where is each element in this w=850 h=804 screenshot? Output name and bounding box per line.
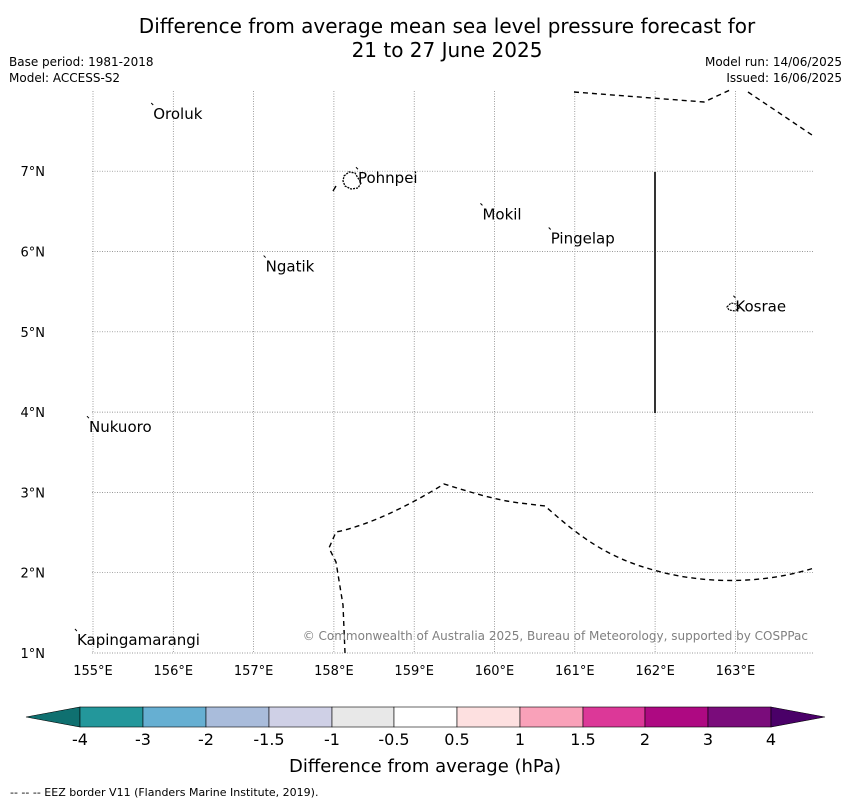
colorbar-tick-label: 1.5	[570, 730, 596, 749]
place-label: Kapingamarangi	[77, 631, 200, 649]
model-run-text: Model run: 14/06/2025	[704, 55, 842, 69]
axis-labels: 155°E 156°E 157°E 158°E 159°E 160°E 161°E 162°E…	[21, 165, 756, 679]
model-text: Model: ACCESS-S2	[9, 71, 121, 85]
colorbar-tick-label: 3	[702, 730, 714, 749]
colorbar-segment	[456, 706, 521, 728]
lon-tick-label: 157°E	[234, 664, 274, 679]
place-label: Pohnpei	[358, 169, 418, 187]
place-marker	[150, 102, 154, 106]
colorbar-tick-label: 4	[765, 730, 777, 749]
lat-tick-label: 4°N	[21, 406, 46, 421]
lat-tick-label: 5°N	[21, 326, 46, 341]
base-period-text: Base period: 1981-2018	[9, 55, 154, 69]
place-label: Nukuoro	[89, 418, 152, 436]
lon-tick-label: 162°E	[635, 664, 675, 679]
place-marker	[355, 166, 359, 170]
colorbar-tick-label: -1.5	[253, 730, 285, 749]
colorbar-segment	[582, 706, 646, 728]
place-label: Oroluk	[153, 105, 202, 123]
lon-tick-label: 163°E	[716, 664, 756, 679]
colorbar-tick-label: 0.5	[444, 730, 470, 749]
colorbar-tick-label: -3	[135, 730, 151, 749]
lat-tick-label: 7°N	[21, 165, 46, 180]
colorbar-segment	[142, 706, 207, 728]
lon-tick-label: 161°E	[555, 664, 595, 679]
copyright-text: © Commonwealth of Australia 2025, Bureau…	[303, 629, 808, 643]
colorbar-tick-label: 2	[639, 730, 651, 749]
colorbar-tick-label: -4	[72, 730, 88, 749]
eez-border-north	[573, 89, 813, 136]
place-marker	[733, 295, 736, 299]
lat-tick-label: 1°N	[21, 647, 46, 662]
colorbar-segment	[268, 706, 333, 728]
place-label: Ngatik	[266, 258, 315, 276]
place-marker	[548, 227, 552, 230]
colorbar-title: Difference from average (hPa)	[288, 756, 562, 777]
colorbar-segment	[393, 706, 458, 728]
colorbar	[25, 706, 826, 728]
chart-title-line1: Difference from average mean sea level p…	[138, 14, 756, 38]
lon-tick-label: 159°E	[394, 664, 434, 679]
place-marker	[86, 415, 90, 419]
colorbar-segment	[331, 706, 395, 728]
eez-border-pohnpei-stub	[332, 185, 337, 192]
lon-tick-label: 160°E	[475, 664, 515, 679]
pohnpei-island-outline	[342, 171, 362, 190]
colorbar-segment	[79, 706, 144, 728]
colorbar-extend-high	[770, 706, 826, 728]
place-labels: Oroluk Pohnpei Mokil Pingelap Ngatik Kosrae Nu…	[74, 102, 786, 649]
issued-text: Issued: 16/06/2025	[726, 71, 842, 85]
colorbar-tick-label: -2	[198, 730, 214, 749]
colorbar-tick-label: -1	[324, 730, 340, 749]
map-gridlines	[92, 91, 814, 654]
lon-tick-label: 156°E	[154, 664, 194, 679]
lat-tick-label: 2°N	[21, 567, 46, 582]
place-marker	[480, 203, 483, 206]
lat-tick-label: 6°N	[21, 246, 46, 261]
lon-tick-label: 158°E	[314, 664, 354, 679]
place-label: Mokil	[482, 205, 521, 223]
colorbar-segment	[519, 706, 584, 728]
place-label: Pingelap	[551, 229, 615, 247]
place-label: Kosrae	[735, 298, 786, 316]
colorbar-extend-low	[25, 706, 81, 728]
colorbar-tick-label: 1	[514, 730, 526, 749]
kosrae-island-outline	[726, 302, 740, 312]
eez-border-south	[328, 483, 815, 654]
map-frame	[92, 91, 814, 653]
place-marker	[263, 255, 266, 258]
colorbar-segment	[707, 706, 772, 728]
lat-tick-label: 3°N	[21, 486, 46, 501]
colorbar-segment	[205, 706, 270, 728]
lon-tick-label: 155°E	[73, 664, 113, 679]
colorbar-segment	[644, 706, 709, 728]
colorbar-tick-label: -0.5	[378, 730, 410, 749]
eez-footer-note: -- -- -- EEZ border V11 (Flanders Marine…	[10, 786, 319, 799]
chart-title-line2: 21 to 27 June 2025	[351, 38, 543, 62]
place-marker	[74, 628, 78, 632]
